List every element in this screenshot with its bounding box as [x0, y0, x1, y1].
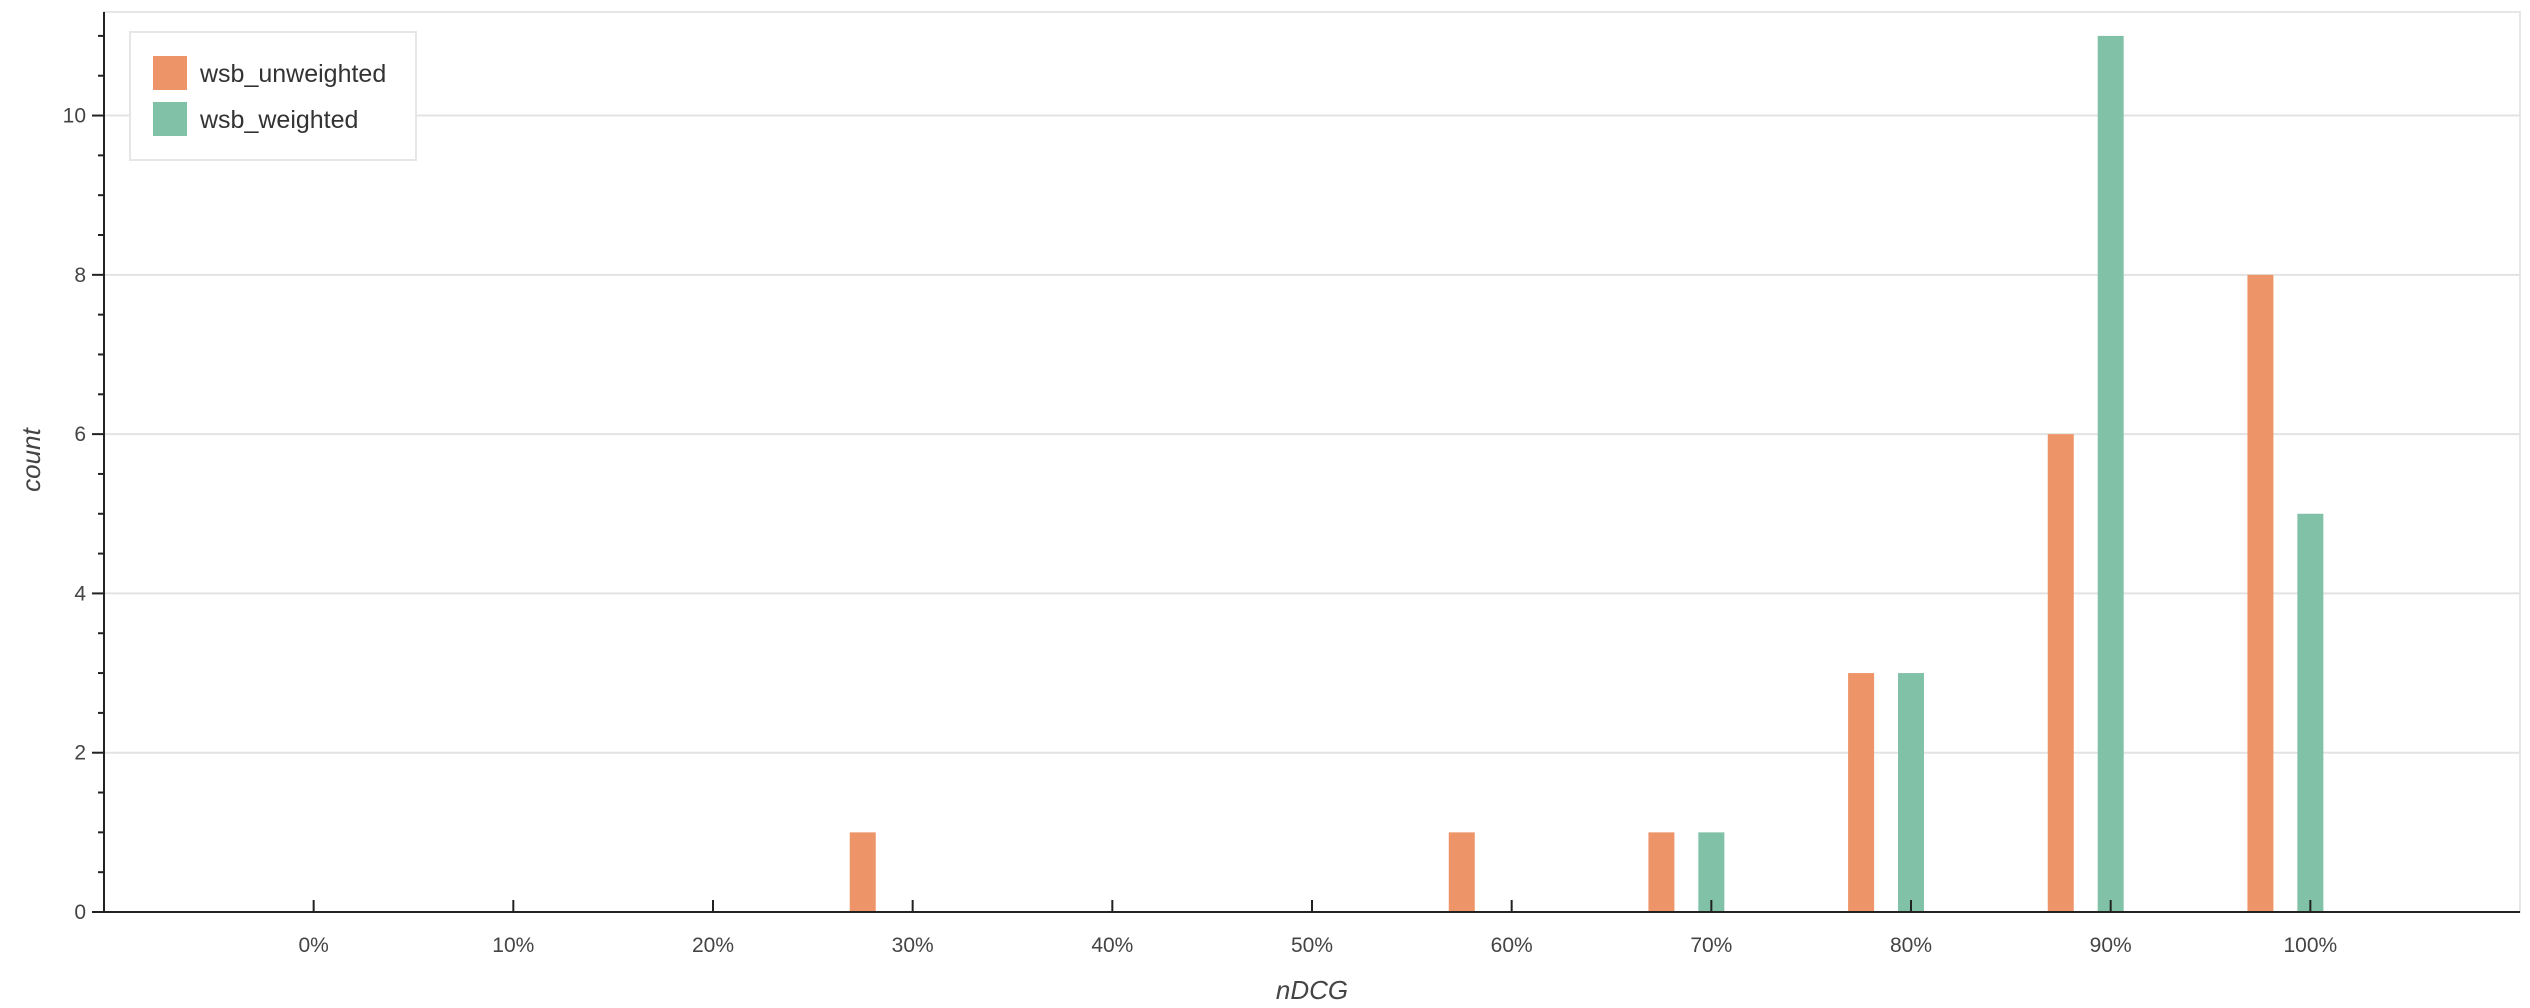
y-tick-label: 10	[63, 105, 86, 128]
x-tick-label: 50%	[1291, 934, 1333, 957]
x-tick-label: 30%	[892, 934, 934, 957]
bar-wsb-unweighted	[1648, 832, 1675, 912]
x-tick-label: 70%	[1690, 934, 1732, 957]
y-tick-label: 2	[74, 742, 86, 765]
x-tick-label: 90%	[2090, 934, 2132, 957]
x-axis-title: nDCG	[1276, 975, 1348, 1005]
bar-wsb-unweighted	[2047, 434, 2074, 912]
y-tick-label: 0	[74, 901, 86, 924]
x-tick-label: 80%	[1890, 934, 1932, 957]
bar-wsb-unweighted	[1848, 673, 1875, 912]
plot-frame	[103, 11, 2521, 913]
bar-wsb-unweighted	[2247, 274, 2274, 912]
bar-wsb-weighted	[1698, 832, 1725, 912]
legend-box	[129, 31, 417, 161]
x-tick-label: 10%	[492, 934, 534, 957]
bar-wsb-unweighted	[1448, 832, 1475, 912]
x-tick-label: 60%	[1491, 934, 1533, 957]
y-axis-ticks: 0 2 4 6 8 10	[63, 34, 104, 924]
legend-label-wsb-weighted: wsb_weighted	[199, 106, 358, 134]
x-tick-label: 40%	[1091, 934, 1133, 957]
legend-swatch-wsb-weighted	[153, 102, 187, 136]
y-tick-label: 6	[74, 423, 86, 446]
y-gridlines	[104, 114, 2520, 754]
y-axis-title: count	[16, 426, 46, 491]
bar-wsb-unweighted	[849, 832, 876, 912]
legend: wsb_unweighted wsb_weighted	[129, 31, 417, 161]
x-axis-ticks: 0% 10% 20% 30% 40% 50% 60% 70% 80% 90% 100%	[298, 900, 2337, 957]
x-tick-label: 20%	[692, 934, 734, 957]
bar-wsb-weighted	[1898, 673, 1925, 912]
y-tick-label: 4	[74, 582, 86, 605]
legend-swatch-wsb-unweighted	[153, 56, 187, 90]
y-tick-label: 8	[74, 264, 86, 287]
x-tick-label: 0%	[298, 934, 328, 957]
x-tick-label: 100%	[2283, 934, 2337, 957]
legend-label-wsb-unweighted: wsb_unweighted	[199, 60, 386, 88]
bar-wsb-weighted	[2097, 35, 2124, 913]
bar-wsb-weighted	[2297, 513, 2324, 912]
bar-series	[849, 35, 2324, 913]
